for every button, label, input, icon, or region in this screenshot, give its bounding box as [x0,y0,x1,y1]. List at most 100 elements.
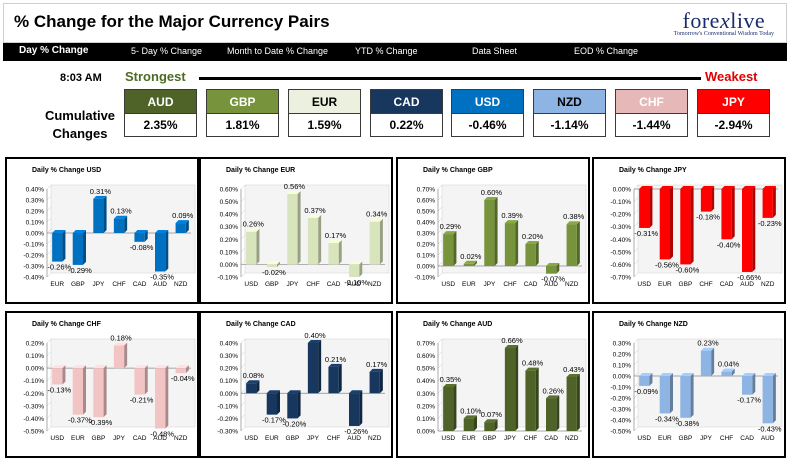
x-tick-label: JPY [483,281,496,288]
y-tick-label: 0.00% [220,391,239,398]
bar-chart: -0.10% 0.00% 0.10% 0.20% 0.30% 0.40% 0.50% 0.60… [217,182,390,288]
bar [659,373,673,414]
x-tick-label: AUD [544,281,558,288]
nav-bar: Day % Change 5- Day % Change Month to Da… [3,43,787,61]
nav-eod-change[interactable]: EOD % Change [574,46,639,56]
y-tick-label: 0.30% [613,341,632,348]
gridline [240,272,246,278]
x-tick-label: CHF [306,281,319,288]
bar [742,186,756,272]
y-tick-label: 0.00% [417,264,436,271]
bar [700,347,715,376]
x-tick-label: CAD [327,281,341,288]
currency-cell-chf: CHF -1.44% [615,89,688,137]
currency-cell-nzd: NZD -1.14% [533,89,606,137]
chart-title: Daily % Change CHF [32,321,101,328]
cumulative-label-line1: Cumulative [44,108,116,123]
x-tick-label: GBP [71,281,85,288]
y-tick-label: 0.30% [220,224,239,231]
nav-ytd-change[interactable]: YTD % Change [355,46,418,56]
x-tick-label: USD [50,435,64,442]
data-label: 0.38% [563,212,585,221]
x-tick-label: AUD [740,281,754,288]
currency-name: NZD [534,90,605,114]
chart-panel-gbp: -0.10% 0.00% 0.10% 0.20% 0.30% 0.40% 0.50% 0.60… [396,157,590,304]
nav-month-change[interactable]: Month to Date % Change [227,46,329,56]
currency-name: JPY [698,90,769,114]
currency-name: USD [452,90,523,114]
gridline [240,376,246,381]
x-tick-label: JPY [700,435,713,442]
y-tick-label: -0.10% [217,275,238,282]
bar-chart: 0.00% 0.10% 0.20% 0.30% 0.40% 0.50% 0.60% 0.70%… [417,336,587,442]
gridline [633,382,639,388]
y-tick-label: 0.50% [417,366,436,373]
x-tick-label: USD [637,435,651,442]
currency-cell-aud: AUD 2.35% [124,89,197,137]
currency-cell-usd: USD -0.46% [451,89,524,137]
y-tick-label: 0.00% [26,366,45,373]
currency-cumulative-value: -1.44% [632,118,671,132]
data-label: 0.34% [366,210,388,219]
y-tick-label: 0.30% [417,391,436,398]
forexlive-logo[interactable]: forexlive Tomorrow's Conventional Wisdom… [674,8,774,37]
x-tick-label: AUD [761,435,775,442]
data-label: -0.35% [150,273,174,282]
currency-cumulative-value: -1.14% [550,118,589,132]
bar [369,368,383,394]
data-label: 0.26% [543,386,565,395]
x-tick-label: AUD [347,435,361,442]
y-tick-label: -0.20% [610,396,631,403]
currency-cumulative-value: 1.81% [225,118,260,132]
y-tick-label: 0.10% [417,253,436,260]
gridline [46,414,52,419]
nav-5day-change[interactable]: 5- Day % Change [131,46,203,56]
bar [721,368,735,376]
x-tick-label: CHF [524,435,537,442]
logo-end: live [730,8,766,33]
x-tick-label: NZD [174,281,188,288]
bar [700,186,715,212]
gridline [240,426,246,432]
nav-day-change[interactable]: Day % Change [19,45,89,56]
x-tick-label: NZD [761,281,775,288]
gridline [633,349,639,355]
y-tick-label: 0.20% [26,341,45,348]
cumulative-changes-label: Cumulative Changes [40,107,120,143]
nav-data-sheet[interactable]: Data Sheet [472,46,518,56]
data-label: -0.02% [262,268,286,277]
gridline [46,426,52,432]
x-tick-label: GBP [286,435,300,442]
gridline [46,261,52,267]
x-tick-label: JPY [286,281,299,288]
gridline [633,247,639,253]
gridline [240,351,246,356]
y-tick-label: -0.50% [23,429,44,436]
data-label: -0.31% [634,229,658,238]
x-tick-label: JPY [504,435,517,442]
data-label: 0.20% [522,232,544,241]
x-tick-label: EUR [71,435,85,442]
bar [246,228,260,265]
strongest-label: Strongest [125,69,186,84]
bar [525,241,539,266]
bar [504,345,519,431]
gridline [240,338,246,344]
data-label: 0.35% [440,375,462,384]
bar [266,390,280,415]
y-tick-label: -0.30% [23,403,44,410]
y-tick-label: 0.50% [417,209,436,216]
gridline [437,250,443,256]
x-tick-label: AUD [153,281,167,288]
gridline [240,222,246,227]
gridline [437,217,443,223]
x-tick-label: GBP [92,435,106,442]
data-label: -0.09% [634,387,658,396]
data-label: 0.66% [501,336,523,345]
x-tick-label: NZD [368,281,382,288]
x-tick-label: USD [441,435,455,442]
data-label: 0.56% [284,182,306,191]
bar [93,195,107,233]
x-tick-label: NZD [565,281,579,288]
data-label: -0.08% [130,243,154,252]
